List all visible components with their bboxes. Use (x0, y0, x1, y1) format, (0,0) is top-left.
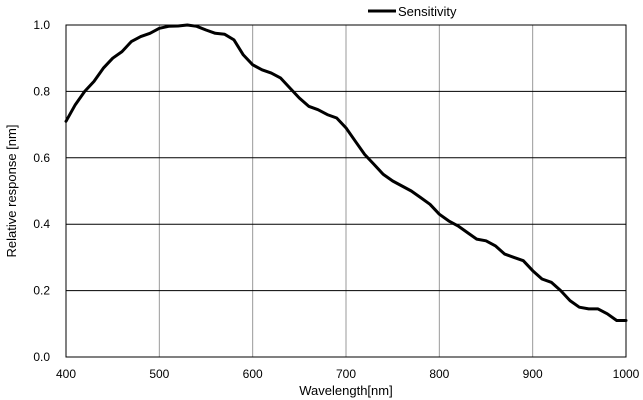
y-tick-label: 1.0 (33, 18, 50, 32)
y-tick-label: 0.8 (33, 84, 50, 98)
plot-frame (65, 24, 627, 358)
series-line-sensitivity (64, 23, 628, 322)
x-axis-label: Wavelength[nm] (299, 383, 392, 398)
y-tick-label: 0.4 (33, 217, 50, 231)
y-tick-label: 0.0 (33, 350, 50, 364)
series-layer (64, 23, 628, 322)
x-tick-labels: 400 500 600 700 800 900 1000 (56, 367, 640, 381)
grid-lines (66, 25, 626, 357)
y-axis-label: Relative response [nm] (4, 125, 19, 258)
x-tick-label: 900 (523, 367, 543, 381)
x-tick-label: 800 (429, 367, 449, 381)
legend: Sensitivity (368, 4, 457, 19)
x-tick-label: 1000 (613, 367, 640, 381)
x-tick-label: 400 (56, 367, 76, 381)
y-tick-labels: 0.0 0.2 0.4 0.6 0.8 1.0 (33, 18, 50, 364)
x-tick-label: 600 (243, 367, 263, 381)
y-tick-label: 0.6 (33, 151, 50, 165)
y-tick-label: 0.2 (33, 284, 50, 298)
x-tick-label: 700 (336, 367, 356, 381)
x-tick-label: 500 (149, 367, 169, 381)
legend-label-sensitivity: Sensitivity (398, 4, 457, 19)
